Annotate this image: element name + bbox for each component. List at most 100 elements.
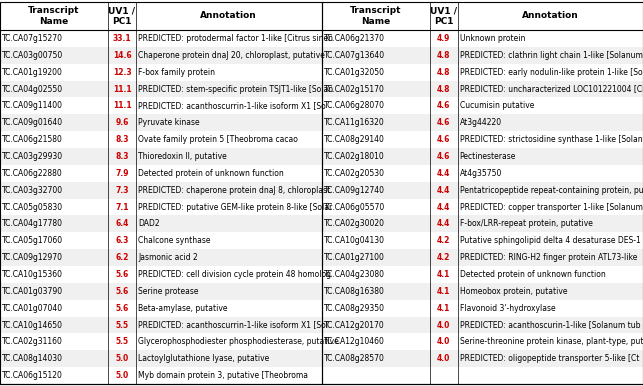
Text: 14.6: 14.6 <box>113 51 131 60</box>
Text: UV1 /
PC1: UV1 / PC1 <box>109 6 136 26</box>
Bar <box>322 317 643 334</box>
Text: PREDICTED: chaperone protein dnaJ 8, chloroplast: PREDICTED: chaperone protein dnaJ 8, chl… <box>138 186 331 195</box>
Text: Lactoylglutathione lyase, putative: Lactoylglutathione lyase, putative <box>138 354 269 363</box>
Text: At4g35750: At4g35750 <box>460 169 502 178</box>
Text: 11.1: 11.1 <box>113 102 131 110</box>
Text: TC.CA04g17780: TC.CA04g17780 <box>2 219 63 229</box>
Text: 8.3: 8.3 <box>115 135 129 144</box>
Bar <box>322 215 643 232</box>
Text: TC.CA05g05830: TC.CA05g05830 <box>2 203 63 212</box>
Bar <box>322 114 643 131</box>
Text: TC.CA06g28070: TC.CA06g28070 <box>323 102 385 110</box>
Bar <box>322 182 643 198</box>
Text: 4.4: 4.4 <box>437 169 450 178</box>
Bar <box>322 283 643 300</box>
Text: TC.CA09g11400: TC.CA09g11400 <box>2 102 63 110</box>
Text: TC.CA11g16320: TC.CA11g16320 <box>323 118 385 127</box>
Bar <box>0 317 322 334</box>
Text: Homeobox protein, putative: Homeobox protein, putative <box>460 287 567 296</box>
Bar <box>0 148 322 165</box>
Text: TC.CA04g02550: TC.CA04g02550 <box>2 85 63 93</box>
Bar <box>322 249 643 266</box>
Text: PREDICTED: stem-specific protein TSJT1-like [Solan: PREDICTED: stem-specific protein TSJT1-l… <box>138 85 333 93</box>
Text: UV1 /
PC1: UV1 / PC1 <box>430 6 457 26</box>
Text: 7.1: 7.1 <box>115 203 129 212</box>
Text: 4.4: 4.4 <box>437 186 450 195</box>
Text: 4.6: 4.6 <box>437 102 450 110</box>
Text: 4.0: 4.0 <box>437 337 450 346</box>
Text: Transcript
Name: Transcript Name <box>350 6 401 26</box>
Bar <box>322 81 643 97</box>
Text: Cucumisin putative: Cucumisin putative <box>460 102 534 110</box>
Text: TC.CA08g29140: TC.CA08g29140 <box>323 135 385 144</box>
Text: F-box/LRR-repeat protein, putative: F-box/LRR-repeat protein, putative <box>460 219 592 229</box>
Text: 4.4: 4.4 <box>437 203 450 212</box>
Text: TC.CA06g15120: TC.CA06g15120 <box>2 371 63 380</box>
Text: 4.6: 4.6 <box>437 118 450 127</box>
Text: 4.2: 4.2 <box>437 253 450 262</box>
Bar <box>322 2 643 384</box>
Text: TC.CA06g21370: TC.CA06g21370 <box>323 34 385 43</box>
Text: TC.CA08g29350: TC.CA08g29350 <box>323 304 385 313</box>
Text: Annotation: Annotation <box>201 12 257 20</box>
Text: 4.1: 4.1 <box>437 304 450 313</box>
Text: TC.CA08g28570: TC.CA08g28570 <box>323 354 385 363</box>
Text: 12.3: 12.3 <box>113 68 131 77</box>
Text: Pectinesterase: Pectinesterase <box>460 152 516 161</box>
Text: TC.CA03g00750: TC.CA03g00750 <box>2 51 63 60</box>
Text: Glycerophosphodiester phosphodiesterase, putative: Glycerophosphodiester phosphodiesterase,… <box>138 337 339 346</box>
Text: 5.0: 5.0 <box>115 354 129 363</box>
Bar <box>0 249 322 266</box>
Bar <box>322 350 643 367</box>
Text: Detected protein of unknown function: Detected protein of unknown function <box>460 270 605 279</box>
Bar <box>0 182 322 198</box>
Text: 11.1: 11.1 <box>113 85 131 93</box>
Text: TC.CA12g10460: TC.CA12g10460 <box>323 337 385 346</box>
Bar <box>0 81 322 97</box>
Text: 4.6: 4.6 <box>437 152 450 161</box>
Text: TC.CA04g23080: TC.CA04g23080 <box>323 270 385 279</box>
Text: TC.CA06g05570: TC.CA06g05570 <box>323 203 385 212</box>
Bar <box>322 47 643 64</box>
Text: TC.CA05g17060: TC.CA05g17060 <box>2 236 63 245</box>
Text: Pentatricopeptide repeat-containing protein, pu: Pentatricopeptide repeat-containing prot… <box>460 186 643 195</box>
Text: TC.CA02g20530: TC.CA02g20530 <box>323 169 385 178</box>
Text: TC.CA10g15360: TC.CA10g15360 <box>2 270 63 279</box>
Bar <box>0 47 322 64</box>
Text: Putative sphingolipid delta 4 desaturase DES-1: Putative sphingolipid delta 4 desaturase… <box>460 236 640 245</box>
Text: PREDICTED: oligopeptide transporter 5-like [Ct: PREDICTED: oligopeptide transporter 5-li… <box>460 354 639 363</box>
Text: 9.6: 9.6 <box>115 118 129 127</box>
Text: TC.CA01g19200: TC.CA01g19200 <box>2 68 63 77</box>
Text: 5.6: 5.6 <box>115 270 129 279</box>
Text: PREDICTED: clathrin light chain 1-like [Solanum: PREDICTED: clathrin light chain 1-like [… <box>460 51 642 60</box>
Text: TC.CA02g18010: TC.CA02g18010 <box>323 152 385 161</box>
Text: PREDICTED: acanthoscurin-1-like [Solanum tub: PREDICTED: acanthoscurin-1-like [Solanum… <box>460 320 640 330</box>
Bar <box>0 114 322 131</box>
Text: PREDICTED: putative GEM-like protein 8-like [Solar: PREDICTED: putative GEM-like protein 8-l… <box>138 203 332 212</box>
Text: Beta-amylase, putative: Beta-amylase, putative <box>138 304 228 313</box>
Text: PREDICTED: protodermal factor 1-like [Citrus sinen: PREDICTED: protodermal factor 1-like [Ci… <box>138 34 333 43</box>
Text: Chalcone synthase: Chalcone synthase <box>138 236 210 245</box>
Text: 7.9: 7.9 <box>115 169 129 178</box>
Text: 4.1: 4.1 <box>437 270 450 279</box>
Text: TC.CA01g03790: TC.CA01g03790 <box>2 287 63 296</box>
Text: TC.CA07g15270: TC.CA07g15270 <box>2 34 63 43</box>
Text: 4.4: 4.4 <box>437 219 450 229</box>
Text: PREDICTED: acanthoscurrin-1-like isoform X1 [So: PREDICTED: acanthoscurrin-1-like isoform… <box>138 102 326 110</box>
Text: 6.3: 6.3 <box>115 236 129 245</box>
Text: 4.0: 4.0 <box>437 354 450 363</box>
Text: TC.CA10g04130: TC.CA10g04130 <box>323 236 385 245</box>
Bar <box>0 215 322 232</box>
Text: Serine-threonine protein kinase, plant-type, put: Serine-threonine protein kinase, plant-t… <box>460 337 643 346</box>
Bar <box>0 283 322 300</box>
Text: TC.CA01g27100: TC.CA01g27100 <box>323 253 385 262</box>
Text: PREDICTED: uncharacterized LOC101221004 [Ci: PREDICTED: uncharacterized LOC101221004 … <box>460 85 643 93</box>
Text: F-box family protein: F-box family protein <box>138 68 215 77</box>
Text: 33.1: 33.1 <box>113 34 131 43</box>
Text: 4.9: 4.9 <box>437 34 450 43</box>
Text: 8.3: 8.3 <box>115 152 129 161</box>
Text: 4.8: 4.8 <box>437 68 450 77</box>
Text: TC.CA09g12970: TC.CA09g12970 <box>2 253 63 262</box>
Text: Jasmonic acid 2: Jasmonic acid 2 <box>138 253 198 262</box>
Text: TC.CA12g20170: TC.CA12g20170 <box>323 320 385 330</box>
